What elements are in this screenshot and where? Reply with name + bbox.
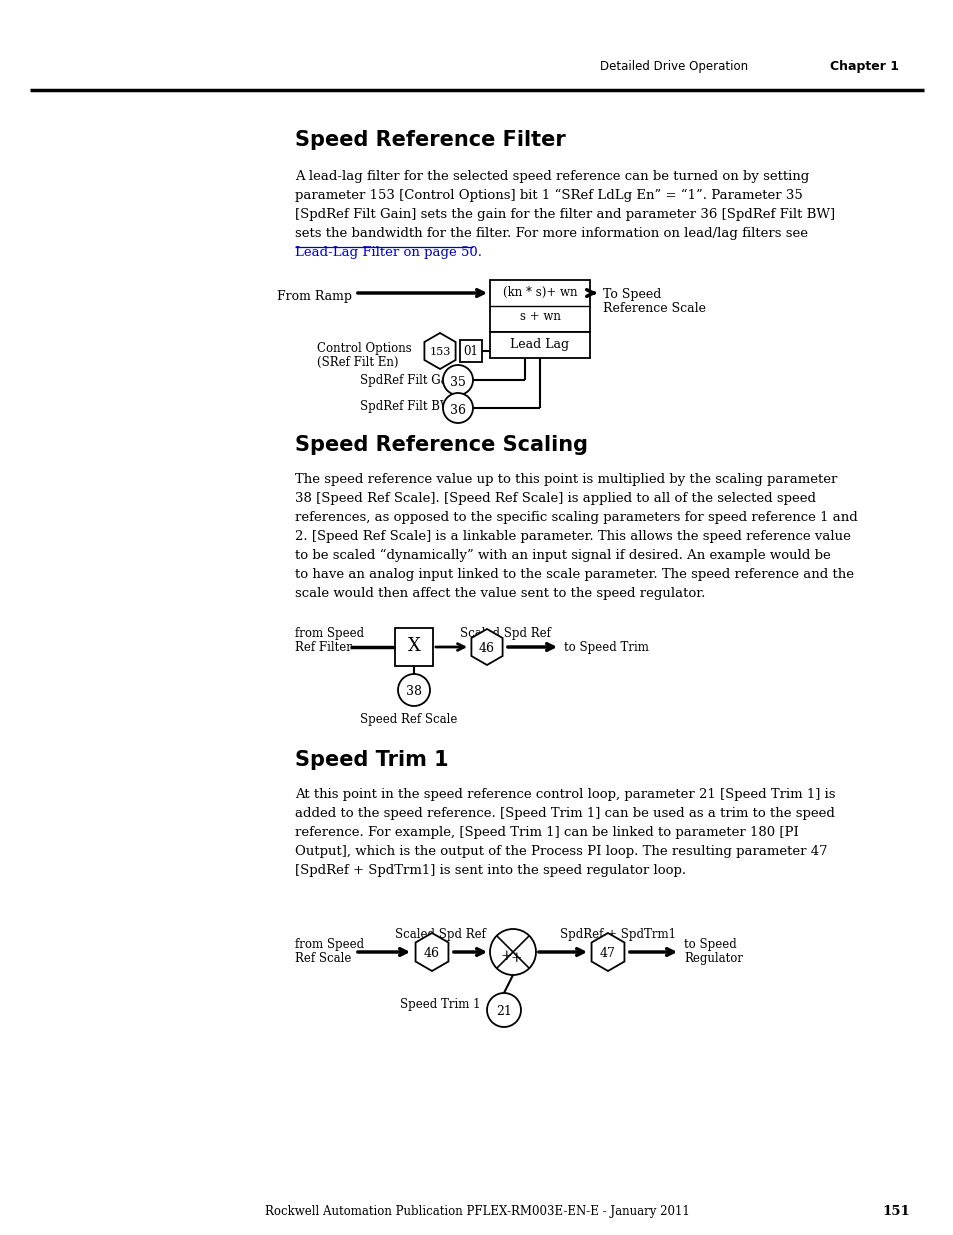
Polygon shape: [424, 333, 456, 369]
Text: SpdRef Filt BW: SpdRef Filt BW: [359, 400, 452, 412]
Text: (kn * s)+ wn: (kn * s)+ wn: [502, 287, 577, 299]
Text: Regulator: Regulator: [683, 952, 742, 965]
Text: Reference Scale: Reference Scale: [602, 303, 705, 315]
Text: The speed reference value up to this point is multiplied by the scaling paramete: The speed reference value up to this poi…: [294, 473, 837, 487]
Text: Speed Trim 1: Speed Trim 1: [399, 998, 480, 1011]
Text: 47: 47: [599, 947, 616, 960]
Text: Ref Scale: Ref Scale: [294, 952, 351, 965]
Polygon shape: [471, 629, 502, 664]
Text: SpdRef Filt Gain: SpdRef Filt Gain: [359, 374, 458, 387]
Text: Speed Reference Filter: Speed Reference Filter: [294, 130, 565, 149]
Text: 151: 151: [882, 1205, 909, 1218]
Text: X: X: [407, 637, 420, 655]
Text: to be scaled “dynamically” with an input signal if desired. An example would be: to be scaled “dynamically” with an input…: [294, 550, 830, 562]
Text: Output], which is the output of the Process PI loop. The resulting parameter 47: Output], which is the output of the Proc…: [294, 845, 827, 858]
Text: 46: 46: [423, 947, 439, 960]
Text: from Speed: from Speed: [294, 939, 364, 951]
Text: Ref Filter: Ref Filter: [294, 641, 352, 655]
Polygon shape: [591, 932, 624, 971]
Bar: [459, 340, 481, 362]
Text: (SRef Filt En): (SRef Filt En): [316, 356, 398, 369]
Text: Speed Trim 1: Speed Trim 1: [294, 750, 448, 769]
Polygon shape: [416, 932, 448, 971]
Text: Scaled Spd Ref: Scaled Spd Ref: [395, 927, 485, 941]
Text: At this point in the speed reference control loop, parameter 21 [Speed Trim 1] i: At this point in the speed reference con…: [294, 788, 835, 802]
Text: From Ramp: From Ramp: [276, 290, 352, 303]
Text: from Speed: from Speed: [294, 627, 364, 640]
Text: Speed Ref Scale: Speed Ref Scale: [360, 713, 457, 726]
Text: To Speed: To Speed: [602, 288, 660, 301]
Text: +: +: [510, 951, 521, 965]
Text: to have an analog input linked to the scale parameter. The speed reference and t: to have an analog input linked to the sc…: [294, 568, 853, 580]
Text: Scaled Spd Ref: Scaled Spd Ref: [459, 627, 550, 640]
Bar: [395, 629, 433, 666]
Text: SpdRef + SpdTrm1: SpdRef + SpdTrm1: [559, 927, 676, 941]
Text: to Speed: to Speed: [683, 939, 736, 951]
Text: 38 [Speed Ref Scale]. [Speed Ref Scale] is applied to all of the selected speed: 38 [Speed Ref Scale]. [Speed Ref Scale] …: [294, 492, 815, 505]
Bar: [490, 332, 589, 358]
Text: Speed Reference Scaling: Speed Reference Scaling: [294, 435, 587, 454]
Text: references, as opposed to the specific scaling parameters for speed reference 1 : references, as opposed to the specific s…: [294, 511, 857, 524]
Text: Rockwell Automation Publication PFLEX-RM003E-EN-E - January 2011: Rockwell Automation Publication PFLEX-RM…: [264, 1205, 689, 1218]
Circle shape: [442, 393, 473, 424]
Text: A lead-lag filter for the selected speed reference can be turned on by setting: A lead-lag filter for the selected speed…: [294, 170, 808, 183]
Text: added to the speed reference. [Speed Trim 1] can be used as a trim to the speed: added to the speed reference. [Speed Tri…: [294, 806, 834, 820]
Text: sets the bandwidth for the filter. For more information on lead/lag filters see: sets the bandwidth for the filter. For m…: [294, 227, 807, 240]
Text: to Speed Trim: to Speed Trim: [563, 641, 648, 655]
Circle shape: [442, 366, 473, 395]
Text: Chapter 1: Chapter 1: [829, 61, 898, 73]
Text: Detailed Drive Operation: Detailed Drive Operation: [599, 61, 747, 73]
Text: s + wn: s + wn: [519, 310, 559, 324]
Text: parameter 153 [Control Options] bit 1 “SRef LdLg En” = “1”. Parameter 35: parameter 153 [Control Options] bit 1 “S…: [294, 189, 801, 203]
Text: Lead Lag: Lead Lag: [510, 338, 569, 351]
Text: 35: 35: [450, 375, 465, 389]
Text: 38: 38: [406, 685, 421, 698]
Text: Lead-Lag Filter on page 50.: Lead-Lag Filter on page 50.: [294, 246, 481, 259]
Text: 2. [Speed Ref Scale] is a linkable parameter. This allows the speed reference va: 2. [Speed Ref Scale] is a linkable param…: [294, 530, 850, 543]
Circle shape: [490, 929, 536, 974]
Text: 01: 01: [463, 345, 478, 358]
Text: 21: 21: [496, 1005, 512, 1018]
Text: 153: 153: [429, 347, 450, 357]
Text: 36: 36: [450, 404, 465, 417]
Text: scale would then affect the value sent to the speed regulator.: scale would then affect the value sent t…: [294, 587, 704, 600]
Text: Control Options: Control Options: [316, 342, 412, 354]
Text: 46: 46: [478, 642, 495, 655]
Text: [SpdRef + SpdTrm1] is sent into the speed regulator loop.: [SpdRef + SpdTrm1] is sent into the spee…: [294, 864, 685, 877]
Circle shape: [397, 674, 430, 706]
Text: reference. For example, [Speed Trim 1] can be linked to parameter 180 [PI: reference. For example, [Speed Trim 1] c…: [294, 826, 798, 839]
Circle shape: [486, 993, 520, 1028]
Bar: [490, 280, 589, 332]
Text: [SpdRef Filt Gain] sets the gain for the filter and parameter 36 [SpdRef Filt BW: [SpdRef Filt Gain] sets the gain for the…: [294, 207, 834, 221]
Text: +: +: [499, 948, 511, 963]
